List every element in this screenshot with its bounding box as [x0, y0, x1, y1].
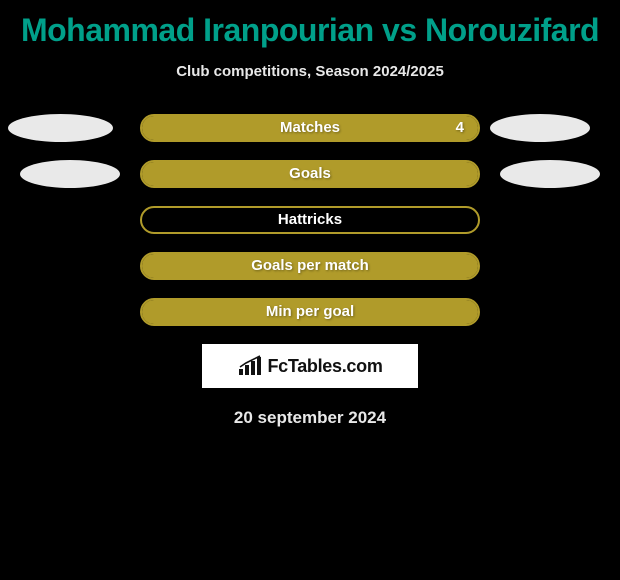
stat-bar: Matches4 — [140, 114, 480, 142]
left-pill — [20, 160, 120, 188]
stat-label: Goals — [142, 162, 478, 186]
stat-bar: Goals — [140, 160, 480, 188]
comparison-row: Hattricks — [0, 206, 620, 234]
comparison-row: Matches4 — [0, 114, 620, 142]
stat-label: Matches — [142, 116, 478, 140]
bars-icon — [237, 355, 263, 377]
stat-label: Hattricks — [142, 208, 478, 232]
right-pill — [490, 114, 590, 142]
stat-value: 4 — [456, 116, 464, 140]
right-pill — [500, 160, 600, 188]
logo-box: FcTables.com — [202, 344, 418, 388]
date-text: 20 september 2024 — [0, 408, 620, 428]
stat-bar: Goals per match — [140, 252, 480, 280]
stat-bar: Hattricks — [140, 206, 480, 234]
stat-label: Min per goal — [142, 300, 478, 324]
comparison-row: Min per goal — [0, 298, 620, 326]
page-title: Mohammad Iranpourian vs Norouzifard — [0, 0, 620, 49]
left-pill — [8, 114, 113, 142]
stat-bar: Min per goal — [140, 298, 480, 326]
season-subtitle: Club competitions, Season 2024/2025 — [0, 63, 620, 80]
logo-text: FcTables.com — [267, 356, 382, 377]
comparison-row: Goals — [0, 160, 620, 188]
comparison-rows: Matches4 Goals Hattricks Goals per match Min… — [0, 114, 620, 326]
comparison-row: Goals per match — [0, 252, 620, 280]
stat-label: Goals per match — [142, 254, 478, 278]
